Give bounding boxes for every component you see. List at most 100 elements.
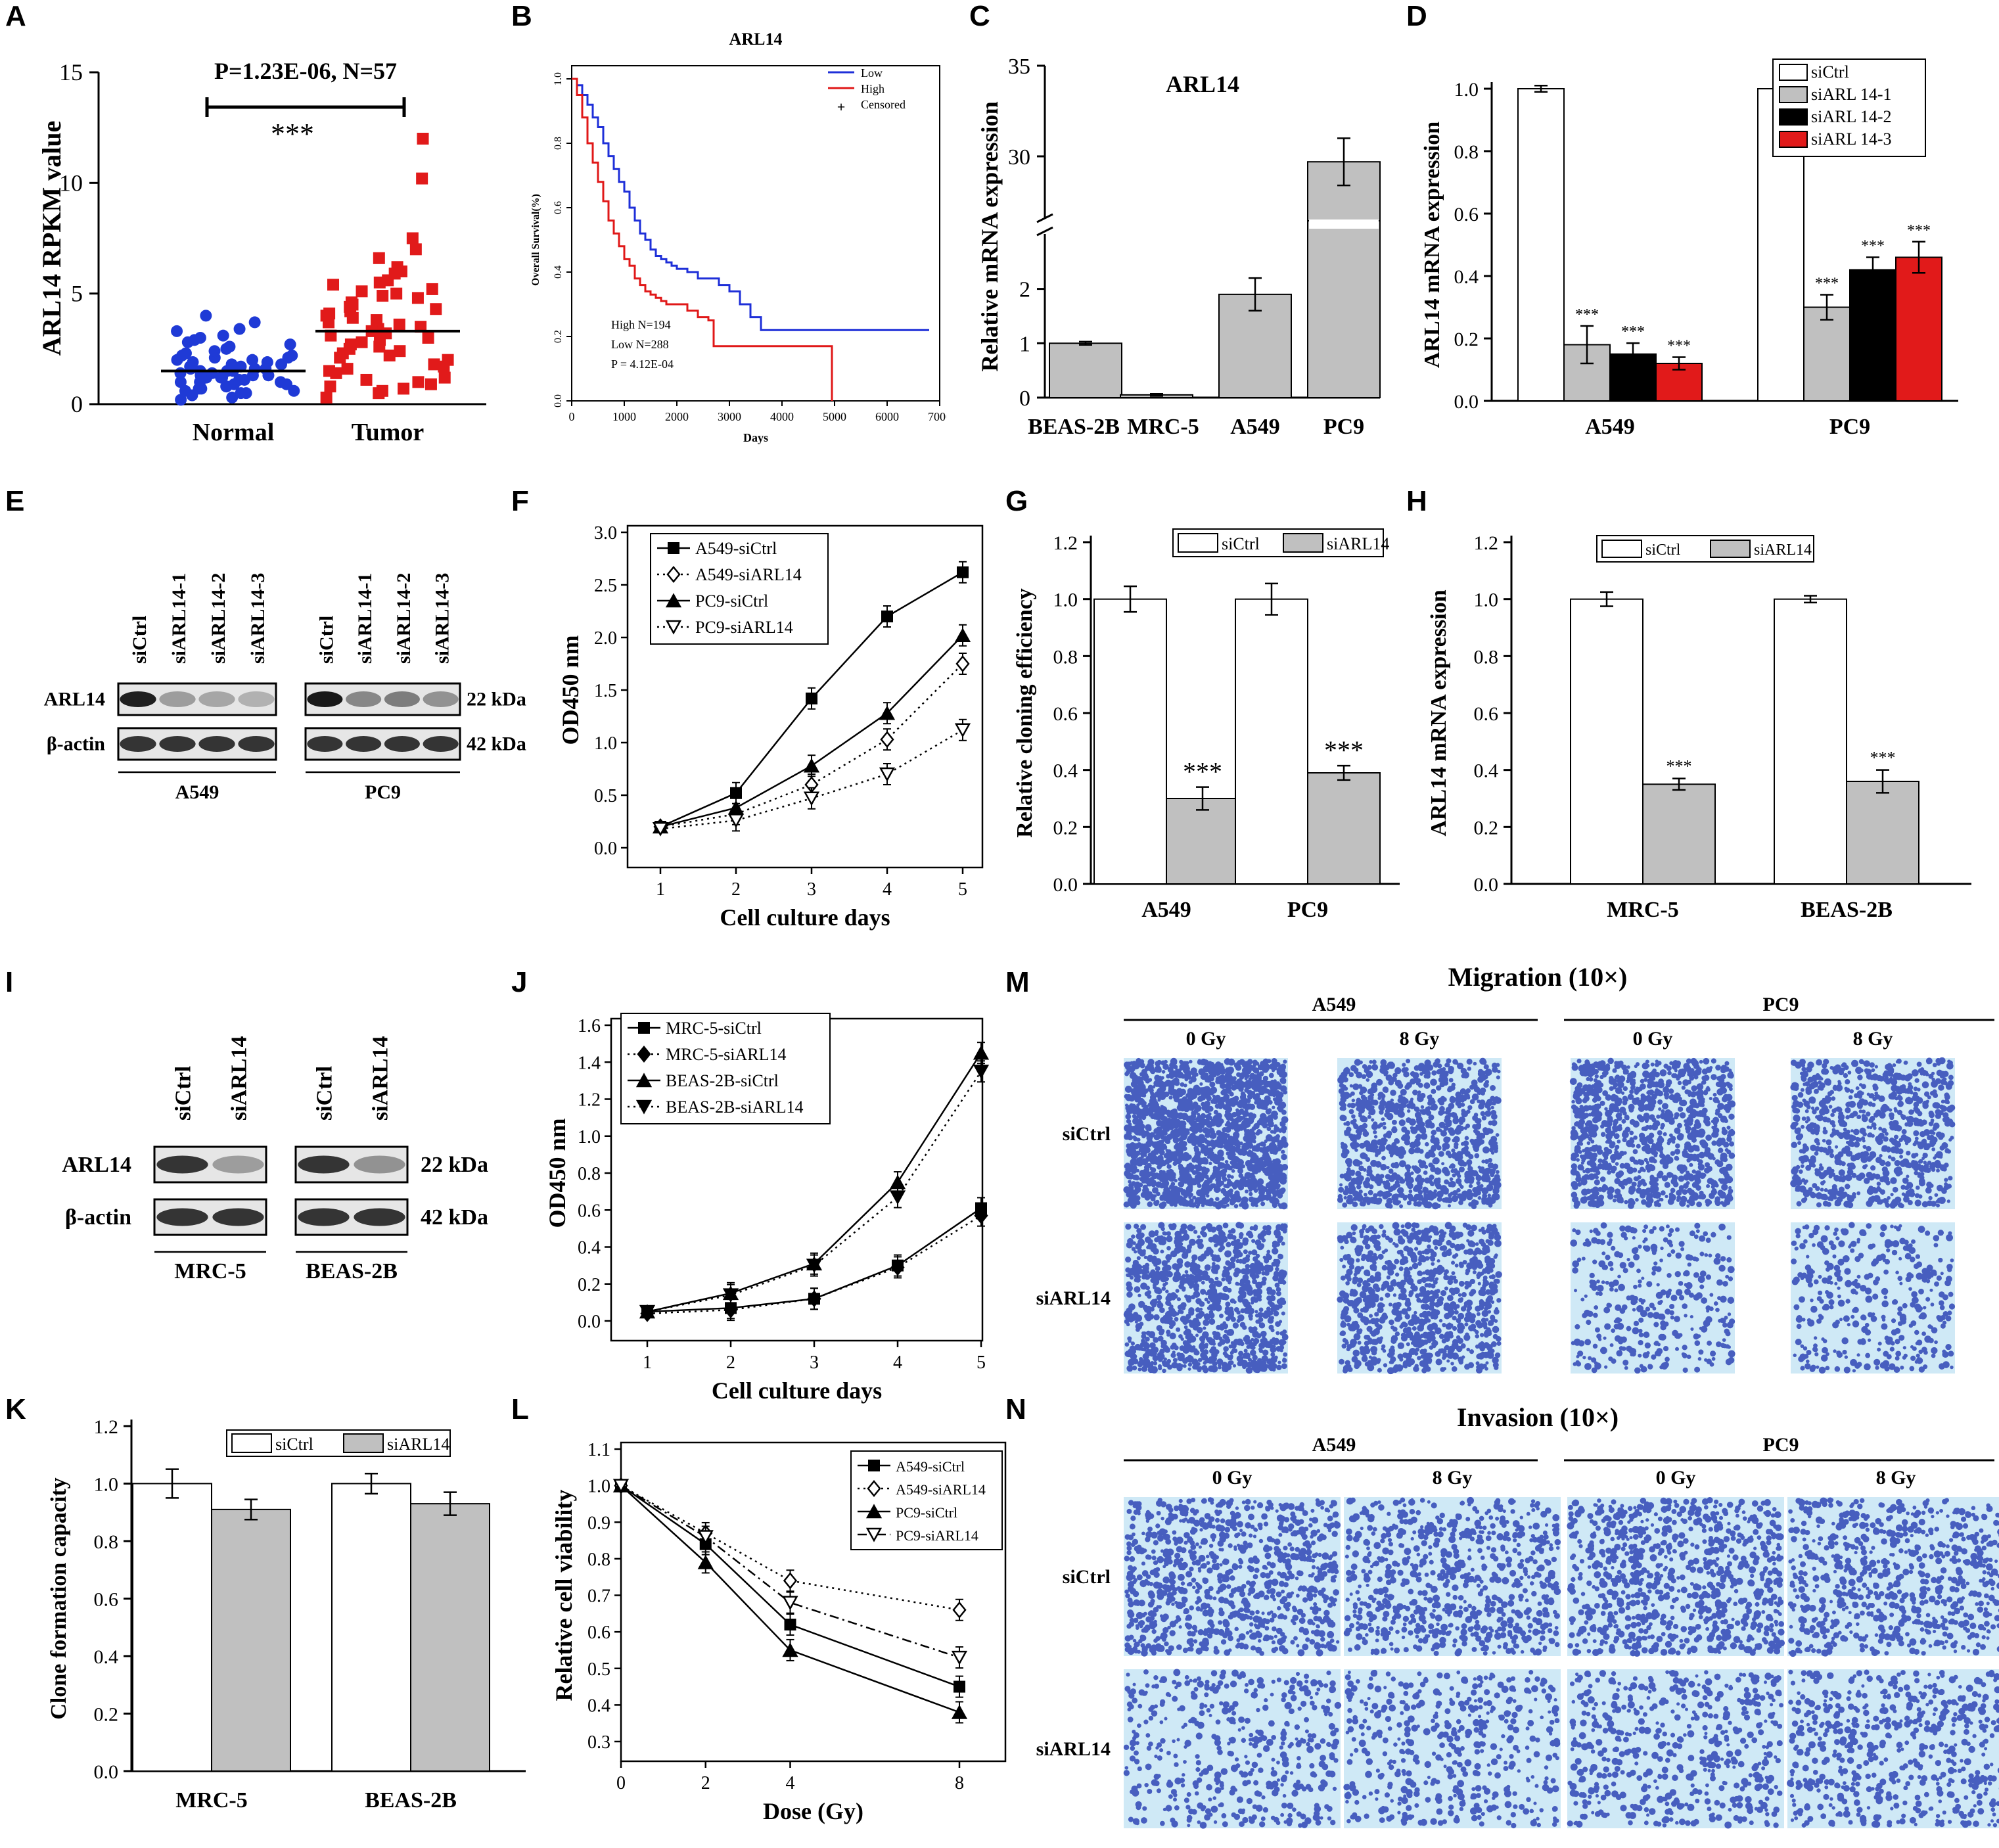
f-legend-marker — [666, 566, 681, 583]
n-group-right: PC9 — [1763, 1434, 1799, 1456]
b-legend-label: Censored — [861, 98, 906, 111]
panel-letter-i: I — [5, 966, 14, 998]
g-sig: *** — [1324, 735, 1364, 765]
a-point-tumor — [344, 338, 357, 351]
l-point — [783, 1572, 798, 1590]
m-row-label: siARL14 — [1036, 1287, 1111, 1309]
d-sig: *** — [1575, 306, 1599, 323]
a-point-tumor — [345, 296, 357, 309]
a-point-tumor — [398, 382, 410, 395]
n-tile — [1124, 1669, 1341, 1828]
h-sig: *** — [1870, 749, 1896, 768]
a-point-normal — [208, 345, 221, 358]
j-ytick-label: 1.0 — [578, 1127, 601, 1147]
h-legend-swatch — [1710, 540, 1751, 558]
b-curve-high — [572, 78, 833, 401]
a-point-tumor — [395, 266, 407, 277]
j-ytick-label: 1.6 — [578, 1016, 601, 1036]
l-legend-marker — [865, 1504, 883, 1519]
a-point-normal — [171, 325, 183, 337]
n-cells — [1787, 1669, 1999, 1828]
a-point-tumor — [324, 381, 336, 393]
a-point-tumor — [430, 303, 442, 315]
h-ytick-label: 0.6 — [1474, 703, 1499, 725]
a-point-tumor — [422, 332, 434, 344]
f-ytick-label: 2.5 — [594, 576, 617, 596]
l-legend-label: PC9-siARL14 — [896, 1527, 978, 1544]
m-col-label: 0 Gy — [1186, 1028, 1226, 1050]
f-legend-box — [650, 533, 829, 645]
g-ytick-label: 0.8 — [1053, 646, 1078, 668]
k-legend-label: siCtrl — [275, 1435, 313, 1454]
d-sig: *** — [1621, 323, 1645, 340]
g-legend-swatch — [1178, 533, 1218, 553]
e-band — [238, 736, 275, 752]
a-point-normal — [184, 360, 196, 373]
j-legend-label: MRC-5-siARL14 — [666, 1045, 786, 1064]
d-sig: *** — [1667, 338, 1691, 355]
n-col-label: 0 Gy — [1212, 1467, 1252, 1489]
a-point-tumor — [417, 133, 429, 145]
c-xlabel: A549 — [1230, 415, 1280, 439]
m-cells — [1570, 1222, 1735, 1374]
b-xtick-label: 5000 — [823, 410, 846, 423]
a-point-tumor — [406, 232, 419, 244]
m-cells — [1569, 1057, 1736, 1209]
l-point — [612, 1479, 630, 1494]
c-ylabel: Relative mRNA expression — [977, 101, 1003, 371]
d-bar-pc9-siarl14-3 — [1895, 256, 1942, 402]
panel-letter-k: K — [5, 1393, 26, 1425]
a-point-tumor — [373, 276, 386, 289]
l-xtick-label: 4 — [786, 1773, 795, 1793]
a-point-tumor — [371, 314, 383, 327]
a-point-tumor — [438, 371, 451, 384]
b-xtick-label: 4000 — [770, 410, 794, 423]
i-band — [298, 1155, 350, 1174]
a-ytick-label: 0 — [71, 391, 83, 417]
k-ytick-label: 1.0 — [94, 1474, 119, 1496]
g-xlabel: A549 — [1141, 898, 1191, 922]
c-ytick-label: 30 — [1008, 145, 1030, 170]
a-annotation: P=1.23E-06, N=57 — [214, 58, 397, 84]
g-ytick-label: 0.2 — [1053, 817, 1078, 839]
a-point-normal — [280, 378, 292, 390]
h-ytick-label: 1.2 — [1474, 532, 1499, 554]
k-bar-beas-2b-siarl14 — [410, 1503, 490, 1772]
d-legend-label: siCtrl — [1811, 62, 1849, 81]
e-lane-label: siARL14-1 — [354, 573, 376, 664]
n-cells — [1343, 1669, 1561, 1829]
a-point-normal — [181, 336, 194, 348]
j-series-beas-2b-siarl14 — [647, 1071, 982, 1313]
panel-letter-j: J — [511, 966, 528, 998]
a-point-tumor — [373, 252, 385, 264]
l-legend-marker — [868, 1460, 880, 1471]
a-point-normal — [235, 360, 247, 373]
f-legend-marker — [665, 620, 682, 635]
e-row-label: ARL14 — [44, 689, 105, 710]
l-ytick-label: 0.8 — [587, 1550, 610, 1570]
e-lane-label: siARL14-2 — [393, 573, 415, 664]
f-frame — [626, 524, 984, 869]
j-ytick-label: 1.2 — [578, 1090, 601, 1111]
a-point-normal — [220, 381, 233, 393]
a-stars: *** — [271, 118, 314, 150]
k-legend-swatch — [343, 1433, 384, 1453]
a-point-tumor — [412, 376, 425, 388]
h-ytick-label: 1.0 — [1474, 589, 1499, 611]
b-stat: High N=194 — [611, 318, 671, 331]
b-xtick-label: 0 — [569, 410, 575, 423]
l-point — [784, 1619, 796, 1630]
j-point — [806, 1259, 823, 1274]
e-band — [307, 736, 343, 752]
f-point — [955, 655, 970, 672]
h-sig: *** — [1666, 757, 1692, 776]
micrograph-n: Invasion (10×) A549 PC9 0 Gy 8 Gy 0 Gy 8 Gy siC… — [1036, 1402, 1999, 1829]
a-point-tumor — [320, 391, 333, 404]
n-cells — [1124, 1497, 1341, 1657]
a-xlabel-normal: Normal — [193, 419, 275, 446]
j-xlabel: Cell culture days — [712, 1377, 882, 1404]
l-point — [782, 1596, 798, 1611]
a-point-tumor — [356, 336, 368, 348]
d-legend-label: siARL 14-3 — [1811, 129, 1892, 149]
